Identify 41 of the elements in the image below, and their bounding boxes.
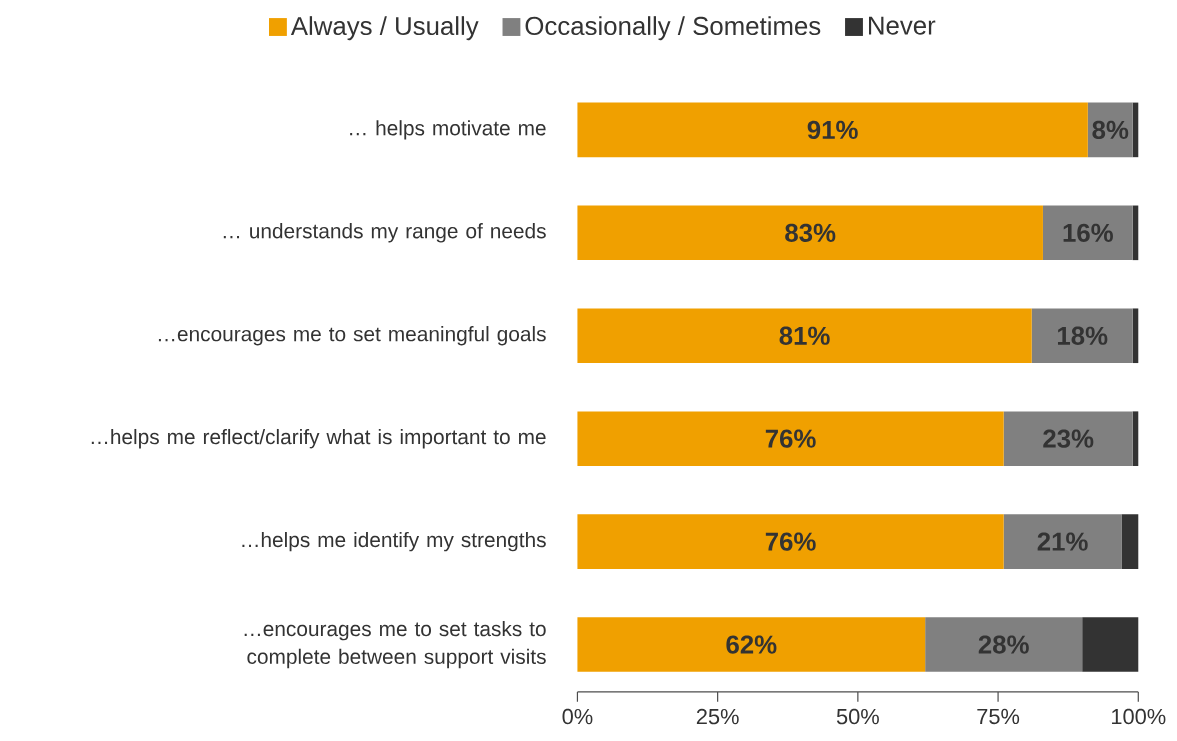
bar — [925, 617, 1083, 673]
data-label: 81% — [779, 326, 830, 346]
legend-label: Always / Usually — [290, 16, 479, 41]
bar — [1082, 617, 1139, 673]
y-tick-label: …encourages me to set tasks to complete between support visits — [244, 621, 546, 669]
bar — [1132, 411, 1139, 467]
x-tick-label: 50% — [836, 709, 879, 725]
bar — [577, 514, 1004, 570]
bar — [1132, 308, 1139, 364]
bar — [577, 411, 1004, 467]
data-label: 21% — [1037, 532, 1088, 551]
bar — [1042, 205, 1133, 261]
bar — [1003, 411, 1133, 467]
data-label: 62% — [726, 635, 777, 654]
bar — [577, 617, 926, 673]
data-label: 76% — [765, 429, 816, 449]
y-tick-label: … helps motivate me — [350, 120, 546, 140]
data-label: 16% — [1063, 223, 1113, 243]
data-label: 18% — [1057, 326, 1108, 346]
bar — [1121, 514, 1139, 570]
legend-label: Occasionally / Sometimes — [525, 16, 821, 41]
bar — [577, 102, 1088, 158]
y-tick-label: …encourages me to set meaningful goals — [158, 326, 546, 346]
y-tick-label: … understands my range of needs — [223, 223, 546, 243]
data-label: 23% — [1043, 429, 1094, 449]
x-tick-label: 25% — [696, 709, 739, 725]
bar — [1031, 308, 1133, 364]
legend-label: Never — [869, 16, 936, 35]
bar — [1003, 514, 1122, 570]
data-label: 83% — [785, 223, 836, 243]
data-label: 91% — [807, 120, 858, 140]
bar — [577, 308, 1032, 364]
x-tick-label: 75% — [977, 709, 1020, 725]
data-label: 8% — [1092, 120, 1129, 140]
y-tick-label: …helps me reflect/clarify what is important to me — [91, 429, 546, 449]
data-label: 76% — [765, 532, 816, 551]
y-tick-label: …helps me identify my strengths — [242, 532, 546, 552]
bar — [577, 205, 1043, 261]
x-tick-label: 100% — [1112, 709, 1166, 725]
data-label: 28% — [978, 635, 1029, 654]
x-tick-label: 0% — [562, 709, 593, 725]
